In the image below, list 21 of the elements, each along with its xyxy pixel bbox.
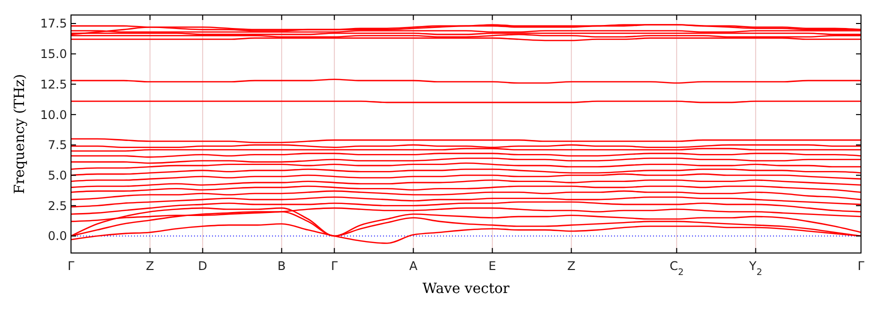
y-tick-label: 15.0: [40, 47, 67, 62]
x-tick-label: E: [488, 259, 496, 273]
x-tick-label: A: [409, 259, 418, 273]
y-tick-label: 17.5: [40, 16, 67, 31]
y-tick-label: 5.0: [48, 168, 67, 182]
x-tick-label: Z: [567, 259, 576, 273]
x-tick-label: Γ: [858, 259, 865, 273]
y-tick-label: 7.5: [48, 138, 67, 152]
x-tick-label: C$_{2}$: [670, 259, 684, 278]
y-axis-title: Frequency (THz): [12, 74, 28, 194]
x-tick-label: Γ: [68, 259, 75, 273]
x-tick-label: Y$_{2}$: [748, 259, 762, 278]
x-tick-label: D: [198, 259, 208, 273]
y-tick-label: 12.5: [40, 77, 67, 92]
x-axis-title: Wave vector: [422, 281, 510, 297]
y-tick-label: 0.0: [48, 229, 67, 244]
x-tick-label: Z: [146, 259, 154, 273]
y-tick-label: 10.0: [40, 108, 67, 122]
x-tick-label: B: [278, 259, 286, 273]
y-tick-label: 2.5: [48, 198, 67, 213]
x-tick-label: Γ: [330, 259, 338, 273]
